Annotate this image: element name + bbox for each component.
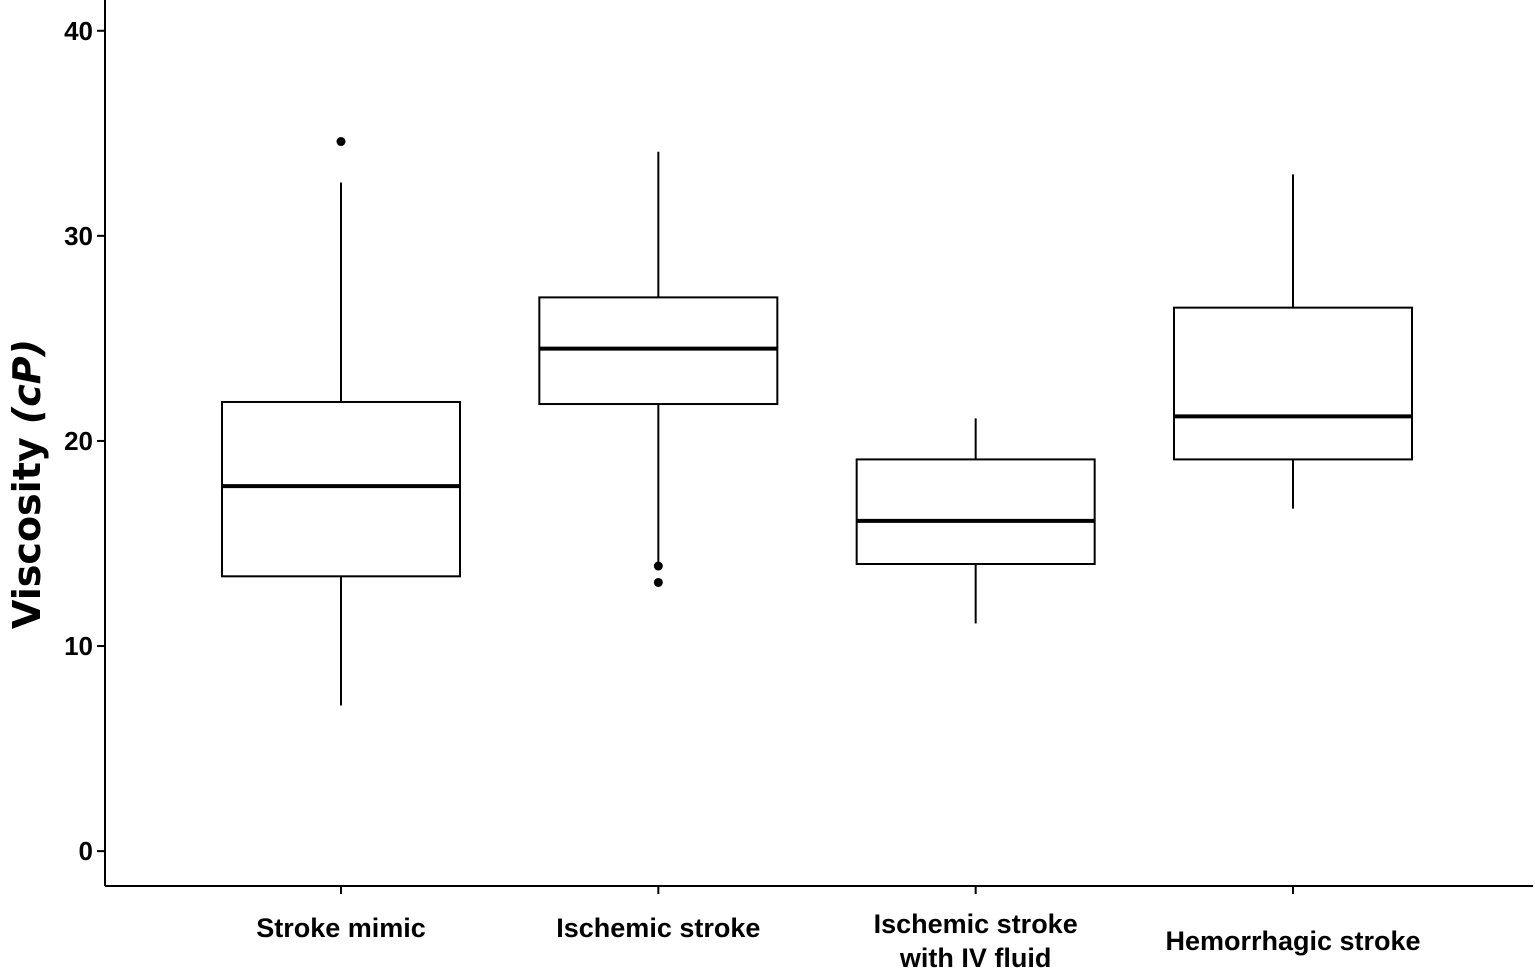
box-group — [538, 151, 779, 587]
y-tick-label: 40 — [64, 16, 93, 46]
iqr-box — [1173, 306, 1413, 461]
iqr-box — [538, 296, 779, 406]
y-tick-label: 20 — [64, 426, 93, 456]
y-tick-label: 0 — [79, 836, 93, 866]
iqr-box — [221, 400, 461, 578]
box-group — [1173, 174, 1413, 509]
iqr-box — [855, 458, 1096, 566]
x-category-label: Stroke mimic — [256, 913, 426, 943]
y-axis-title: Viscosity (cP) — [5, 339, 49, 629]
outlier-point — [653, 561, 663, 571]
x-category-label: Ischemic stroke — [874, 909, 1078, 939]
x-category-label: Ischemic stroke — [556, 913, 760, 943]
y-tick-label: 10 — [64, 631, 93, 661]
y-axis-title-main: Viscosity — [5, 424, 49, 629]
box-group — [855, 418, 1096, 624]
axis-labels: 0 10 20 30 40 Stroke mimic Ischemic stroke Isch… — [64, 16, 1420, 971]
outlier-point — [653, 577, 663, 587]
boxes — [221, 137, 1413, 706]
x-category-label: with IV fluid — [899, 943, 1051, 971]
y-tick-label: 30 — [64, 221, 93, 251]
outlier-point — [336, 137, 346, 147]
axes — [97, 0, 1533, 894]
y-axis-title-unit: (cP) — [5, 339, 49, 424]
box-group — [221, 137, 461, 706]
x-category-label: Hemorrhagic stroke — [1165, 926, 1420, 956]
